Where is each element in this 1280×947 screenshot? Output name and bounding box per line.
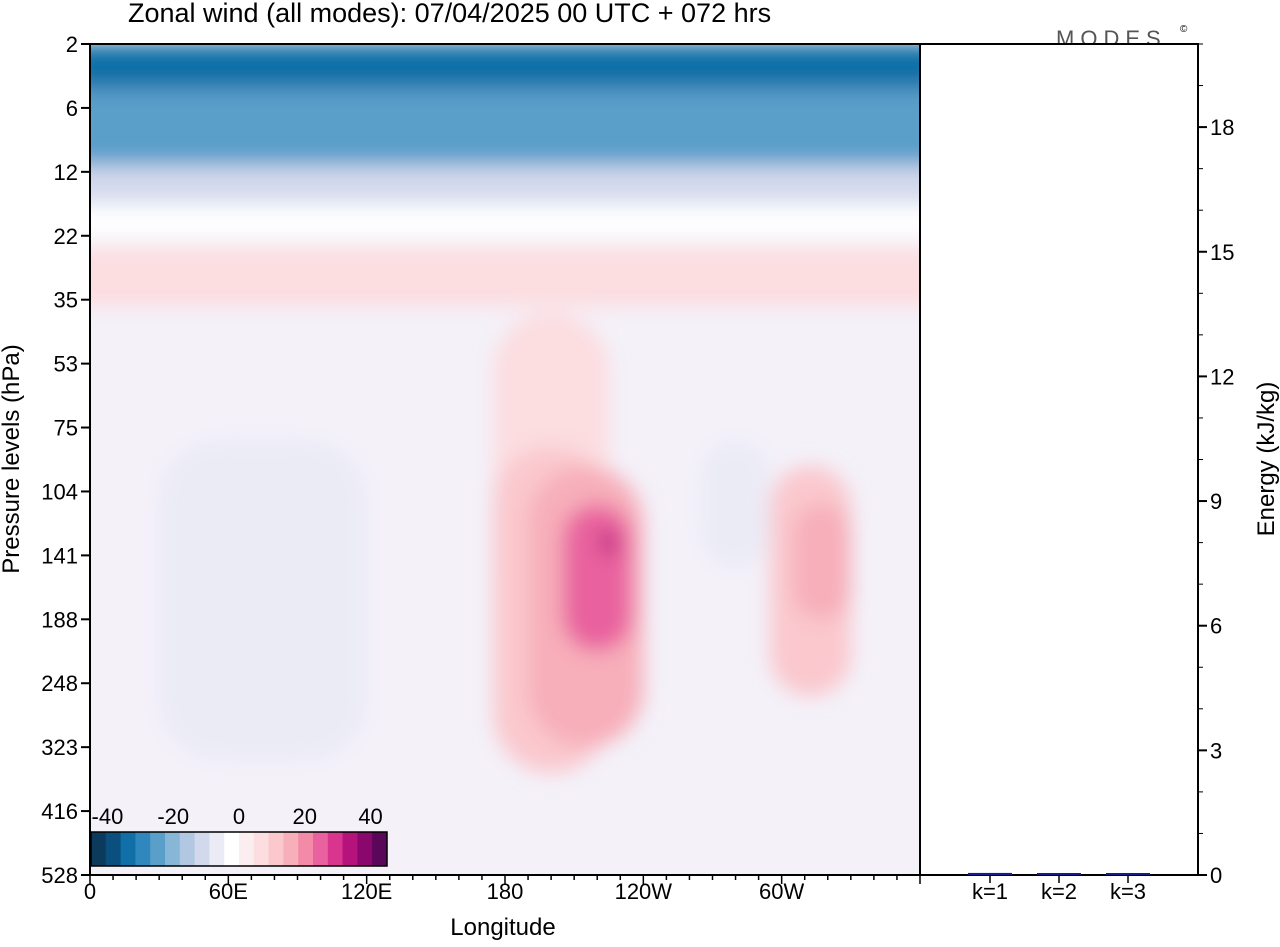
heatmap-region-0 [90,44,920,89]
colorbar-swatch [105,832,121,866]
heatmap-region-2 [90,165,920,211]
colorbar-swatch [91,832,107,866]
x-tick-label: 120W [615,879,673,904]
energy-category-label: k=2 [1041,879,1077,904]
colorbar-swatch [298,832,314,866]
heatmap-region-9 [601,529,616,556]
colorbar-swatch [372,832,388,866]
x-tick-label: 60W [759,879,804,904]
colorbar-swatch [165,832,181,866]
colorbar-swatch [120,832,136,866]
y-axis-label: Pressure levels (hPa) [0,344,25,573]
y-tick-label: 35 [54,288,78,313]
heatmap-region-4 [90,248,920,307]
colorbar-frame [90,831,388,867]
heatmap-region-1 [90,88,920,172]
heatmap-regions [90,44,920,773]
colorbar-swatch [268,832,284,866]
energy-axis-label: Energy (kJ/kg) [1253,382,1280,537]
x-tick-label: 120E [341,879,392,904]
energy-bar [968,872,1012,875]
y-tick-label: 528 [41,863,78,888]
heatmap-region-12 [159,440,367,760]
energy-tick-label: 12 [1210,364,1234,389]
colorbar-tick-label: -20 [157,804,189,829]
energy-bar [1037,873,1081,875]
colorbar-swatch [209,832,225,866]
colorbar-swatch [357,832,373,866]
chart-title: Zonal wind (all modes): 07/04/2025 00 UT… [128,0,771,28]
colorbar-swatch [239,832,255,866]
y-tick-label: 188 [41,607,78,632]
y-tick-label: 141 [41,543,78,568]
y-tick-label: 12 [54,160,78,185]
energy-category-label: k=3 [1110,879,1146,904]
colorbar-swatch [327,832,343,866]
heatmap-region-11 [793,504,851,620]
y-tick-label: 22 [54,224,78,249]
energy-tick-label: 0 [1210,863,1222,888]
y-tick-label: 53 [54,352,78,377]
energy-tick-label: 9 [1210,489,1222,514]
colorbar-swatch [224,832,240,866]
y-tick-label: 75 [54,416,78,441]
colorbar-swatch [135,832,151,866]
energy-bars: k=1 k=2 k=3 [968,872,1150,904]
energy-panel: k=1 k=2 k=3 0 3 6 9 12 15 18 [919,43,1234,904]
y-tick-label: 416 [41,799,78,824]
x-tick-label: 60E [209,879,248,904]
colorbar-tick-label: 20 [293,804,317,829]
energy-bar [1106,873,1150,875]
y-tick-label: 2 [66,32,78,57]
colorbar-swatch [253,832,269,866]
energy-category-label: k=1 [972,879,1008,904]
colorbar-tick-label: 0 [233,804,245,829]
colorbar-swatch [283,832,299,866]
energy-ticks: 0 3 6 9 12 15 18 [1198,43,1234,888]
heatmap-region-8 [562,504,632,652]
colorbar-tick-label: -40 [92,804,124,829]
y-tick-label: 248 [41,671,78,696]
colorbar: -40 -20 0 20 40 [90,804,388,867]
energy-frame [919,43,1199,876]
colorbar-swatch [150,832,166,866]
colorbar-swatch [194,832,210,866]
colorbar-swatch [342,832,358,866]
x-tick-label: 0 [84,879,96,904]
y-tick-label: 6 [66,96,78,121]
y-tick-label: 323 [41,735,78,760]
colorbar-tick-label: 40 [358,804,382,829]
energy-tick-label: 15 [1210,240,1234,265]
heatmap-region-13 [700,440,771,569]
heatmap-region-3 [90,203,920,236]
energy-tick-label: 6 [1210,614,1222,639]
energy-tick-label: 3 [1210,738,1222,763]
colorbar-swatch [313,832,329,866]
energy-tick-label: 18 [1210,115,1234,140]
colorbar-swatch [179,832,195,866]
y-tick-label: 104 [41,479,78,504]
brand-mark: © [1180,24,1188,35]
x-axis-label: Longitude [450,914,555,941]
x-tick-label: 180 [487,879,524,904]
